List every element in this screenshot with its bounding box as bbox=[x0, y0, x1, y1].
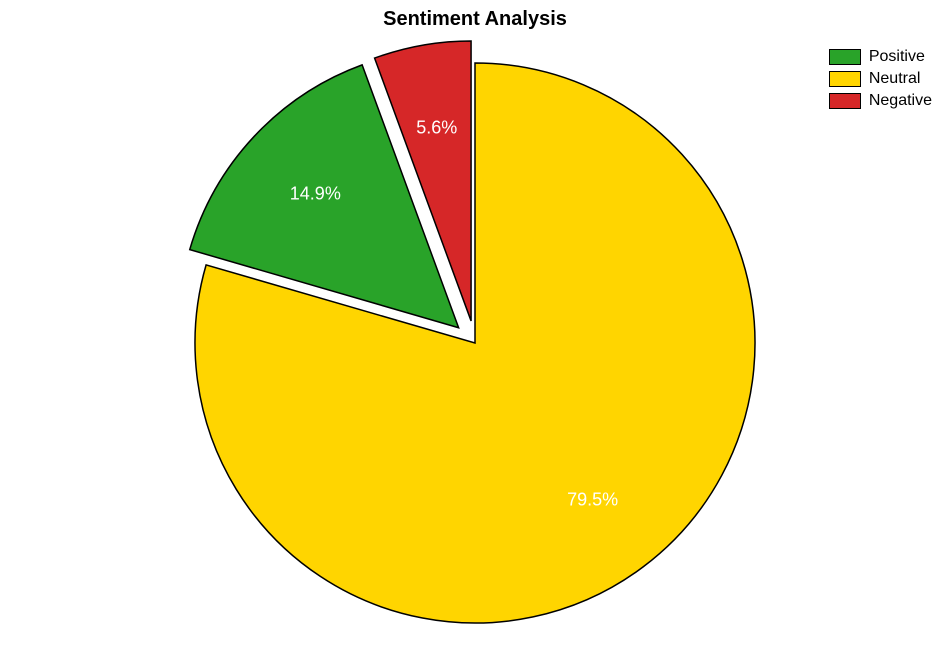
legend-item-positive: Positive bbox=[829, 48, 932, 66]
pie-chart bbox=[0, 0, 950, 662]
legend-item-neutral: Neutral bbox=[829, 70, 932, 88]
legend-label: Negative bbox=[869, 92, 932, 110]
legend-swatch-positive bbox=[829, 49, 861, 65]
legend-swatch-neutral bbox=[829, 71, 861, 87]
legend-label: Positive bbox=[869, 48, 925, 66]
slice-label-negative: 5.6% bbox=[416, 117, 457, 138]
slice-label-neutral: 79.5% bbox=[567, 489, 618, 510]
legend-label: Neutral bbox=[869, 70, 921, 88]
legend-item-negative: Negative bbox=[829, 92, 932, 110]
slice-label-positive: 14.9% bbox=[290, 183, 341, 204]
legend-swatch-negative bbox=[829, 93, 861, 109]
legend: Positive Neutral Negative bbox=[829, 48, 932, 110]
